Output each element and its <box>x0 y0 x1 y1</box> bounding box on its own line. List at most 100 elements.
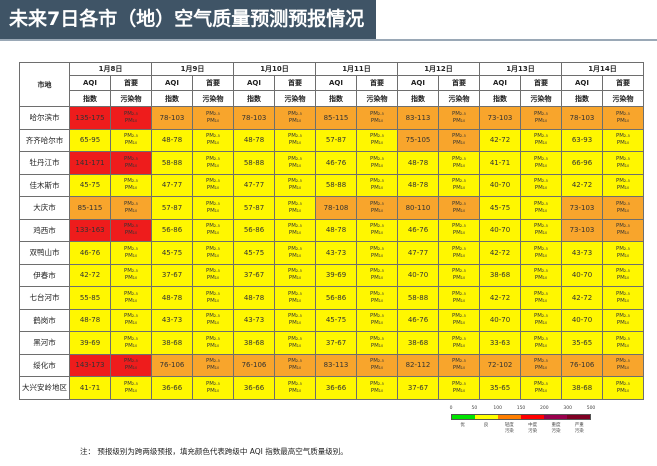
pollutant-subheader: 污染物 <box>192 90 234 107</box>
pm10-label: PM₁₀ <box>124 365 138 372</box>
pollutant-subheader: 污染物 <box>520 90 562 107</box>
aqi-range: 58-88 <box>397 286 439 310</box>
pm25-label: PM₂.₅ <box>452 110 466 117</box>
aqi-subheader: 指数 <box>69 90 111 107</box>
pm10-label: PM₁₀ <box>534 162 548 169</box>
pm10-label: PM₁₀ <box>124 207 138 214</box>
pm10-label: PM₁₀ <box>616 342 630 349</box>
aqi-header: AQI <box>397 75 439 91</box>
aqi-range: 42-72 <box>479 128 521 152</box>
primary-pollutant: PM₂.₅ PM₁₀ <box>602 151 644 175</box>
aqi-range: 42-72 <box>69 263 111 287</box>
table-row: 大庆市 85-115 PM₂.₅ PM₁₀ 57-87 PM₂.₅ PM₁₀ 57-87 PM₂… <box>19 196 644 220</box>
pm25-label: PM₂.₅ <box>534 223 548 230</box>
aqi-range: 58-88 <box>315 173 357 197</box>
primary-pollutant: PM₂.₅ PM₁₀ <box>192 106 234 130</box>
pollutant-subheader: 污染物 <box>438 90 480 107</box>
pm10-label: PM₁₀ <box>206 117 220 124</box>
primary-pollutant: PM₂.₅ PM₁₀ <box>602 106 644 130</box>
primary-pollutant: PM₂.₅ PM₁₀ <box>602 218 644 242</box>
primary-pollutant: PM₂.₅ PM₁₀ <box>356 331 398 355</box>
city-name: 鹤岗市 <box>19 308 70 332</box>
pollutant-header: 首要 <box>520 75 562 91</box>
pm25-label: PM₂.₅ <box>206 110 220 117</box>
pm25-label: PM₂.₅ <box>370 110 384 117</box>
primary-pollutant: PM₂.₅ PM₁₀ <box>438 308 480 332</box>
pm25-label: PM₂.₅ <box>534 335 548 342</box>
pm10-label: PM₁₀ <box>206 207 220 214</box>
legend-swatch <box>544 415 567 419</box>
aqi-range: 43-73 <box>315 241 357 265</box>
pm10-label: PM₁₀ <box>534 230 548 237</box>
pm10-label: PM₁₀ <box>288 252 302 259</box>
aqi-range: 40-70 <box>397 263 439 287</box>
aqi-range: 56-86 <box>233 218 275 242</box>
date-header: 1月10日 <box>233 62 316 76</box>
primary-pollutant: PM₂.₅ PM₁₀ <box>356 353 398 377</box>
primary-pollutant: PM₂.₅ PM₁₀ <box>274 106 316 130</box>
pm25-label: PM₂.₅ <box>206 380 220 387</box>
primary-pollutant: PM₂.₅ PM₁₀ <box>192 151 234 175</box>
pm10-label: PM₁₀ <box>288 275 302 282</box>
pm25-label: PM₂.₅ <box>616 268 630 275</box>
pm10-label: PM₁₀ <box>452 365 466 372</box>
legend-tick: 300 <box>563 406 572 411</box>
aqi-subheader: 指数 <box>315 90 357 107</box>
aqi-range: 43-73 <box>151 308 193 332</box>
pm10-label: PM₁₀ <box>616 297 630 304</box>
aqi-range: 40-70 <box>479 308 521 332</box>
pm25-label: PM₂.₅ <box>370 380 384 387</box>
pm25-label: PM₂.₅ <box>124 268 138 275</box>
primary-pollutant: PM₂.₅ PM₁₀ <box>356 376 398 400</box>
pm25-label: PM₂.₅ <box>206 290 220 297</box>
aqi-range: 73-103 <box>561 196 603 220</box>
pm10-label: PM₁₀ <box>452 230 466 237</box>
primary-pollutant: PM₂.₅ PM₁₀ <box>438 241 480 265</box>
aqi-range: 35-65 <box>479 376 521 400</box>
table-row: 黑河市 39-69 PM₂.₅ PM₁₀ 38-68 PM₂.₅ PM₁₀ 38-68 PM₂.… <box>19 331 644 355</box>
primary-pollutant: PM₂.₅ PM₁₀ <box>438 218 480 242</box>
pm10-label: PM₁₀ <box>124 275 138 282</box>
pm10-label: PM₁₀ <box>534 320 548 327</box>
pm10-label: PM₁₀ <box>206 387 220 394</box>
aqi-range: 82-112 <box>397 353 439 377</box>
pm25-label: PM₂.₅ <box>534 313 548 320</box>
pm25-label: PM₂.₅ <box>452 358 466 365</box>
primary-pollutant: PM₂.₅ PM₁₀ <box>356 173 398 197</box>
city-name: 佳木斯市 <box>19 173 70 197</box>
primary-pollutant: PM₂.₅ PM₁₀ <box>602 376 644 400</box>
primary-pollutant: PM₂.₅ PM₁₀ <box>356 196 398 220</box>
table-row: 大兴安岭地区 41-71 PM₂.₅ PM₁₀ 36-66 PM₂.₅ PM₁₀ 36-66 P… <box>19 376 644 400</box>
aqi-range: 38-68 <box>561 376 603 400</box>
pm25-label: PM₂.₅ <box>206 200 220 207</box>
aqi-subheader: 指数 <box>151 90 193 107</box>
pm25-label: PM₂.₅ <box>124 200 138 207</box>
primary-pollutant: PM₂.₅ PM₁₀ <box>356 241 398 265</box>
pm10-label: PM₁₀ <box>124 387 138 394</box>
primary-pollutant: PM₂.₅ PM₁₀ <box>192 241 234 265</box>
aqi-range: 40-70 <box>479 218 521 242</box>
city-name: 牡丹江市 <box>19 151 70 175</box>
pm10-label: PM₁₀ <box>206 230 220 237</box>
pm10-label: PM₁₀ <box>124 117 138 124</box>
pm25-label: PM₂.₅ <box>452 223 466 230</box>
aqi-range: 47-77 <box>233 173 275 197</box>
aqi-range: 46-76 <box>69 241 111 265</box>
primary-pollutant: PM₂.₅ PM₁₀ <box>274 286 316 310</box>
aqi-range: 40-70 <box>479 173 521 197</box>
aqi-range: 73-103 <box>561 218 603 242</box>
aqi-range: 85-115 <box>69 196 111 220</box>
pm10-label: PM₁₀ <box>370 342 384 349</box>
aqi-range: 76-106 <box>233 353 275 377</box>
pm25-label: PM₂.₅ <box>616 110 630 117</box>
pm10-label: PM₁₀ <box>452 185 466 192</box>
pm10-label: PM₁₀ <box>124 185 138 192</box>
aqi-legend: 0 50 100 150 200 300 500 优 良 轻度 污染 中度 污染 重度 污染 严重 污… <box>450 406 596 446</box>
pm25-label: PM₂.₅ <box>534 245 548 252</box>
aqi-range: 42-72 <box>479 286 521 310</box>
legend-label: 良 <box>483 423 489 428</box>
pm10-label: PM₁₀ <box>452 387 466 394</box>
date-header: 1月8日 <box>69 62 152 76</box>
legend-tick: 500 <box>586 406 596 411</box>
aqi-range: 38-68 <box>233 331 275 355</box>
